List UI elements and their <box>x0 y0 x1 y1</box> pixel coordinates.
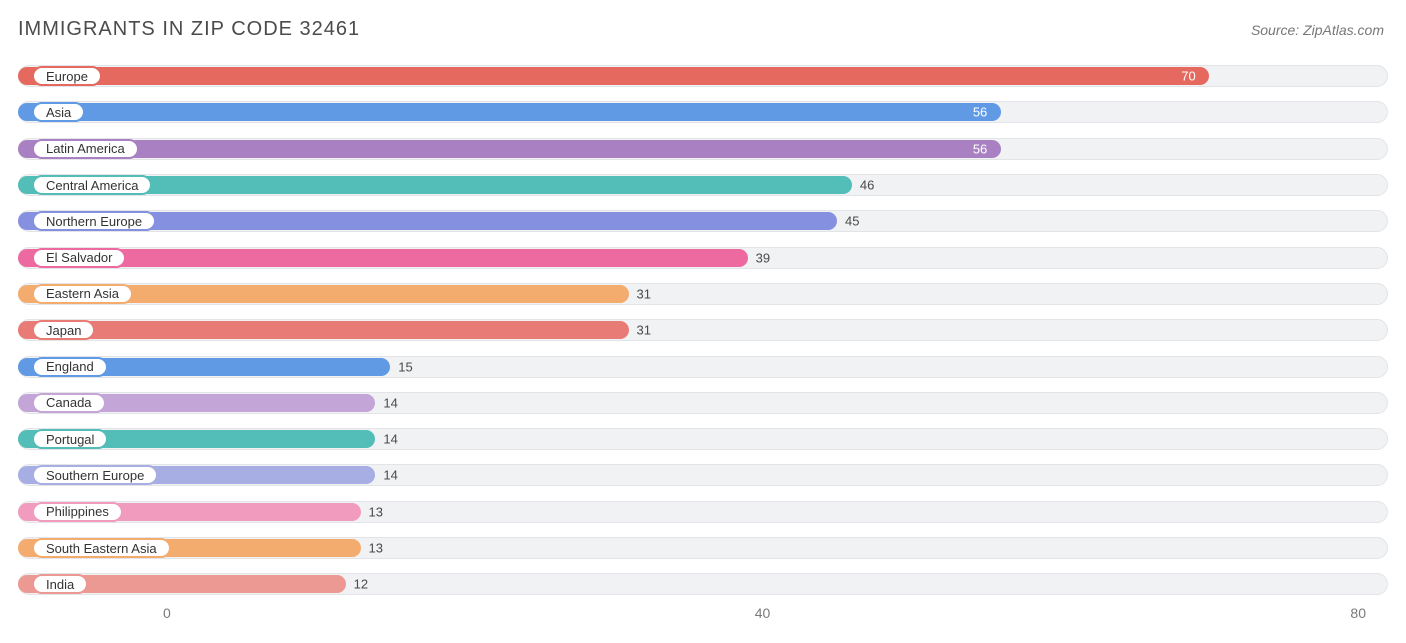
chart-container: IMMIGRANTS IN ZIP CODE 32461 Source: Zip… <box>0 0 1406 643</box>
x-tick: 0 <box>163 605 171 621</box>
bar-value-label: 39 <box>756 250 770 265</box>
x-axis: 0 40 80 <box>18 605 1388 629</box>
bar-fill <box>18 67 1209 85</box>
bar-value-label: 70 <box>1181 69 1195 84</box>
bar-value-label: 15 <box>398 359 412 374</box>
bar-row: Philippines 13 <box>18 494 1388 530</box>
bar-label-pill: Asia <box>32 102 85 122</box>
bar-label-pill: Japan <box>32 320 95 340</box>
bar-value-label: 56 <box>973 141 987 156</box>
bar-row: South Eastern Asia 13 <box>18 530 1388 566</box>
bar-label-pill: Europe <box>32 66 102 86</box>
bar-value-label: 12 <box>354 577 368 592</box>
bar-value-label: 14 <box>383 395 397 410</box>
bar-label-pill: Central America <box>32 175 152 195</box>
bar-value-label: 14 <box>383 468 397 483</box>
bar-fill <box>18 321 629 339</box>
bar-value-label: 13 <box>369 504 383 519</box>
bar-value-label: 46 <box>860 178 874 193</box>
bar-value-label: 45 <box>845 214 859 229</box>
chart-title: IMMIGRANTS IN ZIP CODE 32461 <box>18 18 360 41</box>
bar-label-pill: India <box>32 574 88 594</box>
bar-fill <box>18 249 748 267</box>
bar-row: Central America 46 <box>18 167 1388 203</box>
x-tick: 40 <box>755 605 771 621</box>
bar-value-label: 14 <box>383 432 397 447</box>
bar-row: Southern Europe 14 <box>18 457 1388 493</box>
bar-value-label: 56 <box>973 105 987 120</box>
bar-label-pill: South Eastern Asia <box>32 538 171 558</box>
chart-area: Europe 70 Asia 56 Latin America 56 Central Ame… <box>18 58 1388 603</box>
bar-row: India 12 <box>18 566 1388 602</box>
bar-row: Europe 70 <box>18 58 1388 94</box>
bar-label-pill: Southern Europe <box>32 465 158 485</box>
bar-value-label: 31 <box>637 323 651 338</box>
bar-label-pill: England <box>32 357 108 377</box>
bar-row: Portugal 14 <box>18 421 1388 457</box>
bar-row: England 15 <box>18 348 1388 384</box>
bar-row: El Salvador 39 <box>18 239 1388 275</box>
bar-row: Latin America 56 <box>18 131 1388 167</box>
bar-label-pill: Philippines <box>32 502 123 522</box>
bar-fill <box>18 103 1001 121</box>
bar-value-label: 31 <box>637 286 651 301</box>
bar-label-pill: Canada <box>32 393 106 413</box>
chart-source: Source: ZipAtlas.com <box>1251 22 1384 38</box>
bar-label-pill: Eastern Asia <box>32 284 133 304</box>
bar-row: Canada 14 <box>18 385 1388 421</box>
x-tick: 80 <box>1350 605 1366 621</box>
bar-row: Asia 56 <box>18 94 1388 130</box>
bar-label-pill: El Salvador <box>32 248 126 268</box>
bar-label-pill: Northern Europe <box>32 211 156 231</box>
bar-row: Japan 31 <box>18 312 1388 348</box>
bar-value-label: 13 <box>369 541 383 556</box>
bar-label-pill: Portugal <box>32 429 108 449</box>
bar-fill <box>18 140 1001 158</box>
bar-label-pill: Latin America <box>32 139 139 159</box>
bar-row: Northern Europe 45 <box>18 203 1388 239</box>
bar-row: Eastern Asia 31 <box>18 276 1388 312</box>
